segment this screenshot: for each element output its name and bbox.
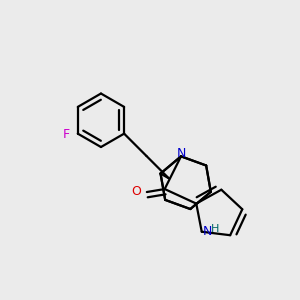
- Text: F: F: [63, 128, 70, 141]
- Text: O: O: [131, 185, 141, 198]
- Text: N: N: [203, 225, 213, 238]
- Text: H: H: [211, 224, 220, 234]
- Text: N: N: [176, 148, 186, 160]
